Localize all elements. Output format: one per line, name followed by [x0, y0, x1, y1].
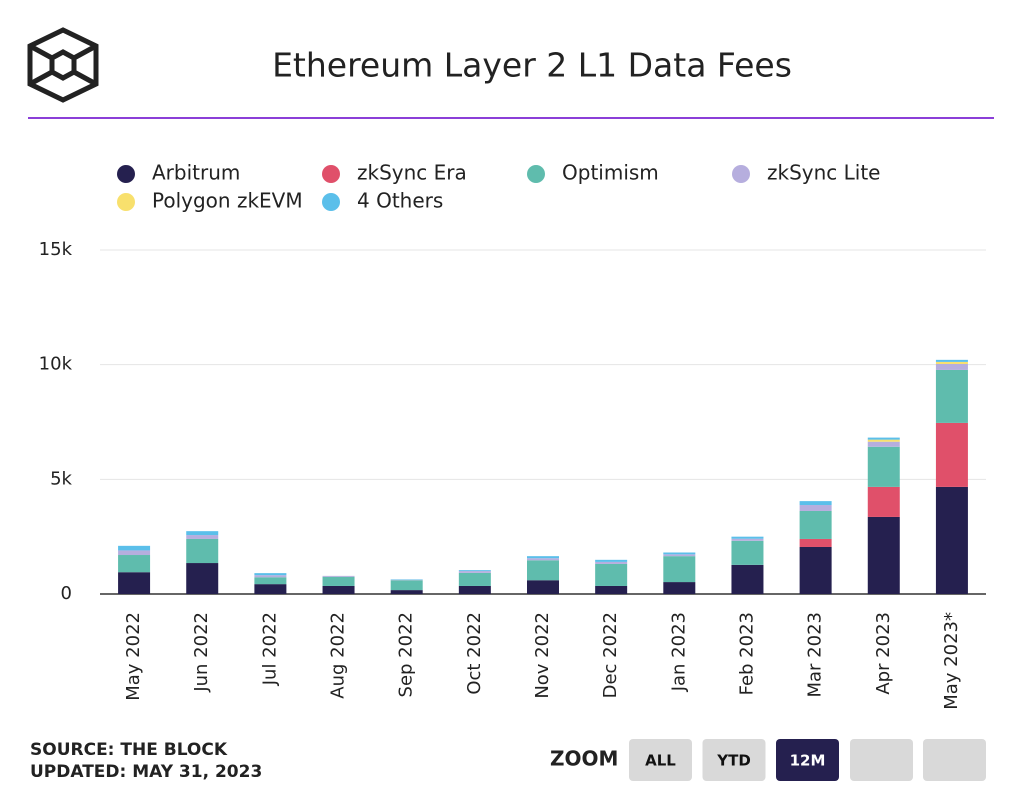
bar-segment: [186, 538, 219, 564]
bar-segment: [595, 563, 628, 586]
bar-segment: [731, 538, 764, 541]
source: SOURCE: THE BLOCK: [30, 740, 228, 760]
bar-segment: [731, 536, 764, 539]
chart-title: Ethereum Layer 2 L1 Data Fees: [272, 46, 792, 85]
legend-swatch: [117, 165, 135, 183]
bar-segment: [322, 575, 355, 577]
y-tick-label: 5k: [50, 468, 72, 489]
zoom-button-label[interactable]: 12M: [790, 752, 826, 770]
legend-label: zkSync Lite: [767, 161, 881, 185]
zoom-button-label[interactable]: ALL: [645, 752, 676, 770]
bar-segment: [867, 516, 900, 594]
updated: UPDATED: MAY 31, 2023: [30, 762, 262, 782]
bar-segment: [867, 437, 900, 440]
legend-swatch: [322, 193, 340, 211]
y-tick-label: 10k: [39, 354, 73, 375]
zoom-button[interactable]: [776, 739, 839, 781]
bar-segment: [322, 585, 355, 594]
x-tick-label: Nov 2022: [532, 612, 553, 699]
bar-segment: [663, 554, 696, 557]
x-tick-label: May 2023*: [941, 612, 962, 710]
legend-label: Polygon zkEVM: [152, 189, 303, 213]
bar-segment: [799, 505, 832, 511]
bar-segment: [527, 558, 559, 561]
x-tick-label: May 2022: [123, 612, 144, 701]
x-tick-label: Jan 2023: [668, 612, 689, 692]
bar-segment: [663, 582, 696, 594]
bar-segment: [527, 580, 559, 594]
bar-segment: [935, 359, 968, 362]
bar-segment: [254, 575, 287, 578]
bar-segment: [458, 572, 491, 586]
bar-segment: [867, 446, 900, 487]
zoom-button[interactable]: [850, 739, 913, 781]
x-tick-label: Mar 2023: [805, 612, 826, 698]
zoom-button[interactable]: [629, 739, 692, 781]
bar-segment: [118, 550, 151, 556]
x-tick-label: Jun 2022: [191, 612, 212, 693]
bar-segment: [254, 584, 287, 594]
x-tick-label: Jul 2022: [259, 612, 280, 686]
legend-label: Optimism: [562, 161, 659, 185]
bar-segment: [799, 546, 832, 594]
bar-segment: [935, 363, 968, 370]
x-tick-label: Feb 2023: [736, 612, 757, 695]
y-tick-label: 0: [61, 583, 72, 604]
bar-segment: [799, 538, 832, 547]
bar-segment: [458, 585, 491, 594]
zoom-button[interactable]: [923, 739, 986, 781]
bar-segment: [458, 570, 491, 572]
bar-segment: [731, 564, 764, 594]
x-tick-label: Oct 2022: [464, 612, 485, 695]
legend-swatch: [322, 165, 340, 183]
bar-segment: [458, 571, 491, 573]
legend-label: zkSync Era: [357, 161, 467, 185]
y-tick-label: 15k: [39, 239, 73, 260]
bar-segment: [935, 422, 968, 487]
bar-segment: [595, 561, 628, 564]
legend-swatch: [527, 165, 545, 183]
bar-segment: [118, 555, 151, 573]
bar-segment: [527, 556, 559, 559]
bar-segment: [254, 577, 287, 585]
bar-segment: [186, 563, 219, 594]
bar-segment: [186, 531, 219, 536]
zoom-button[interactable]: [702, 739, 766, 781]
bar-segment: [322, 576, 355, 586]
legend-swatch: [732, 165, 750, 183]
legend-swatch: [117, 193, 135, 211]
bar-segment: [867, 486, 900, 517]
bar-segment: [118, 572, 151, 594]
bar-segment: [186, 535, 219, 539]
x-tick-label: Sep 2022: [396, 612, 417, 697]
bar-segment: [595, 585, 628, 594]
bar-segment: [118, 545, 151, 551]
zoom-button-label[interactable]: YTD: [716, 752, 751, 770]
x-tick-label: Aug 2022: [328, 612, 349, 699]
bar-segment: [731, 540, 764, 565]
bar-segment: [390, 590, 423, 594]
bar-segment: [799, 501, 832, 506]
legend-label: 4 Others: [357, 189, 443, 213]
logo: [27, 27, 99, 103]
zoom-label: ZOOM: [550, 747, 618, 771]
bar-segment: [935, 486, 968, 594]
bar-segment: [867, 441, 900, 447]
bar-segment: [799, 510, 832, 539]
bar-segment: [663, 556, 696, 583]
bar-segment: [527, 560, 559, 581]
bar-segment: [595, 559, 628, 562]
bar-segment: [935, 369, 968, 423]
bar-segment: [390, 580, 423, 591]
bar-segment: [254, 573, 287, 576]
bar-segment: [935, 361, 968, 364]
x-tick-label: Apr 2023: [873, 612, 894, 695]
bar-segment: [867, 439, 900, 442]
bar-segment: [663, 552, 696, 555]
x-tick-label: Dec 2022: [600, 612, 621, 698]
legend-label: Arbitrum: [152, 161, 240, 185]
